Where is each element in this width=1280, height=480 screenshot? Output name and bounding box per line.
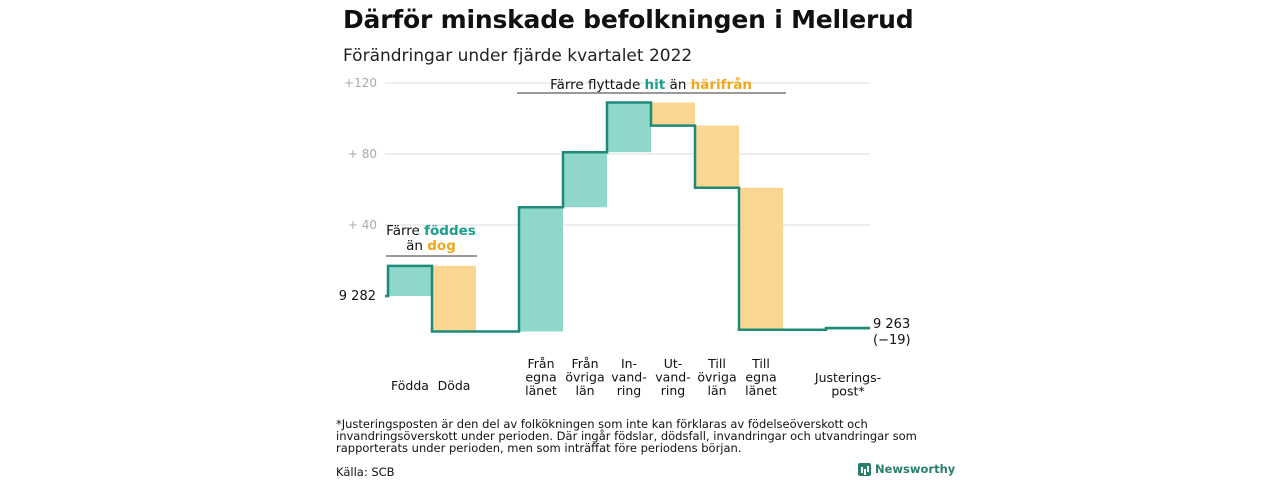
category-label-line: Födda — [391, 378, 429, 393]
waterfall-bar — [695, 125, 739, 188]
category-label: Döda — [438, 378, 471, 393]
y-tick-label: + 40 — [348, 218, 377, 232]
annotation-segment: föddes — [424, 223, 476, 239]
category-label-line: ring — [617, 383, 641, 398]
brand-name: Newsworthy — [875, 462, 956, 476]
category-label-line: post* — [831, 384, 864, 399]
y-tick-label: + 80 — [348, 147, 377, 161]
level-line — [385, 101, 870, 333]
annotation-segment: dog — [427, 238, 456, 254]
category-label-line: Till — [751, 356, 770, 371]
end-change-label: (−19) — [873, 333, 911, 348]
annotation-segment: Färre — [386, 223, 424, 239]
category-label-line: Till — [707, 356, 726, 371]
waterfall-bar — [563, 152, 607, 208]
waterfall-bar — [388, 265, 432, 296]
category-label-line: vand- — [611, 370, 646, 385]
category-label: Ut-vand-ring — [655, 356, 690, 398]
end-value-label: 9 263 — [873, 317, 910, 332]
annotation-text: Färre flyttade hit än härifrån — [550, 76, 752, 93]
annotation-segment: hit — [645, 77, 666, 93]
annotation-segment: härifrån — [691, 76, 752, 93]
category-label-line: vand- — [655, 370, 690, 385]
category-label-line: Justerings- — [814, 370, 881, 385]
chart-subtitle: Förändringar under fjärde kvartalet 2022 — [343, 46, 693, 66]
annotation-segment: än — [665, 77, 690, 93]
category-label-line: ring — [661, 383, 685, 398]
category-label: Från egna länet — [525, 356, 557, 398]
category-label-line: län — [707, 383, 726, 398]
category-label: Till egna länet — [745, 356, 777, 398]
footnote: *Justeringsposten är den del av folkökni… — [336, 417, 917, 455]
category-label-line: egna — [745, 370, 776, 385]
category-label: Födda — [391, 378, 429, 393]
chart-title: Därför minskade befolkningen i Mellerud — [343, 5, 914, 34]
category-label: Från övriga län — [565, 356, 604, 398]
source-label: Källa: SCB — [336, 465, 395, 479]
waterfall-bar — [739, 187, 783, 330]
annotation-text: än dog — [406, 238, 456, 254]
bar-chart-icon — [858, 462, 871, 476]
annotation-text: Färre föddes — [386, 223, 476, 239]
category-label: Till övriga län — [697, 356, 736, 398]
category-label-line: övriga — [697, 370, 736, 385]
y-tick-label: +120 — [344, 76, 377, 90]
annotation-segment: Färre flyttade — [550, 77, 644, 93]
category-label-line: egna — [525, 370, 556, 385]
category-label: Justerings-post* — [814, 370, 881, 399]
category-label-line: Ut- — [664, 356, 683, 371]
waterfall-bar — [607, 102, 651, 153]
category-label: In-vand-ring — [611, 356, 646, 398]
category-label-line: övriga — [565, 370, 604, 385]
waterfall-bar — [651, 102, 695, 126]
waterfall-bar — [432, 265, 476, 332]
brand-logo: Newsworthy — [858, 462, 955, 476]
category-label-line: Från — [571, 356, 598, 371]
category-label-line: län — [575, 383, 594, 398]
category-label-line: In- — [621, 356, 637, 371]
category-label-line: Döda — [438, 378, 471, 393]
waterfall-bar — [519, 207, 563, 332]
category-label-line: länet — [525, 383, 557, 398]
annotation-segment: än — [406, 238, 427, 254]
category-label-line: länet — [745, 383, 777, 398]
category-label-line: Från — [527, 356, 554, 371]
start-value-label: 9 282 — [339, 289, 376, 304]
